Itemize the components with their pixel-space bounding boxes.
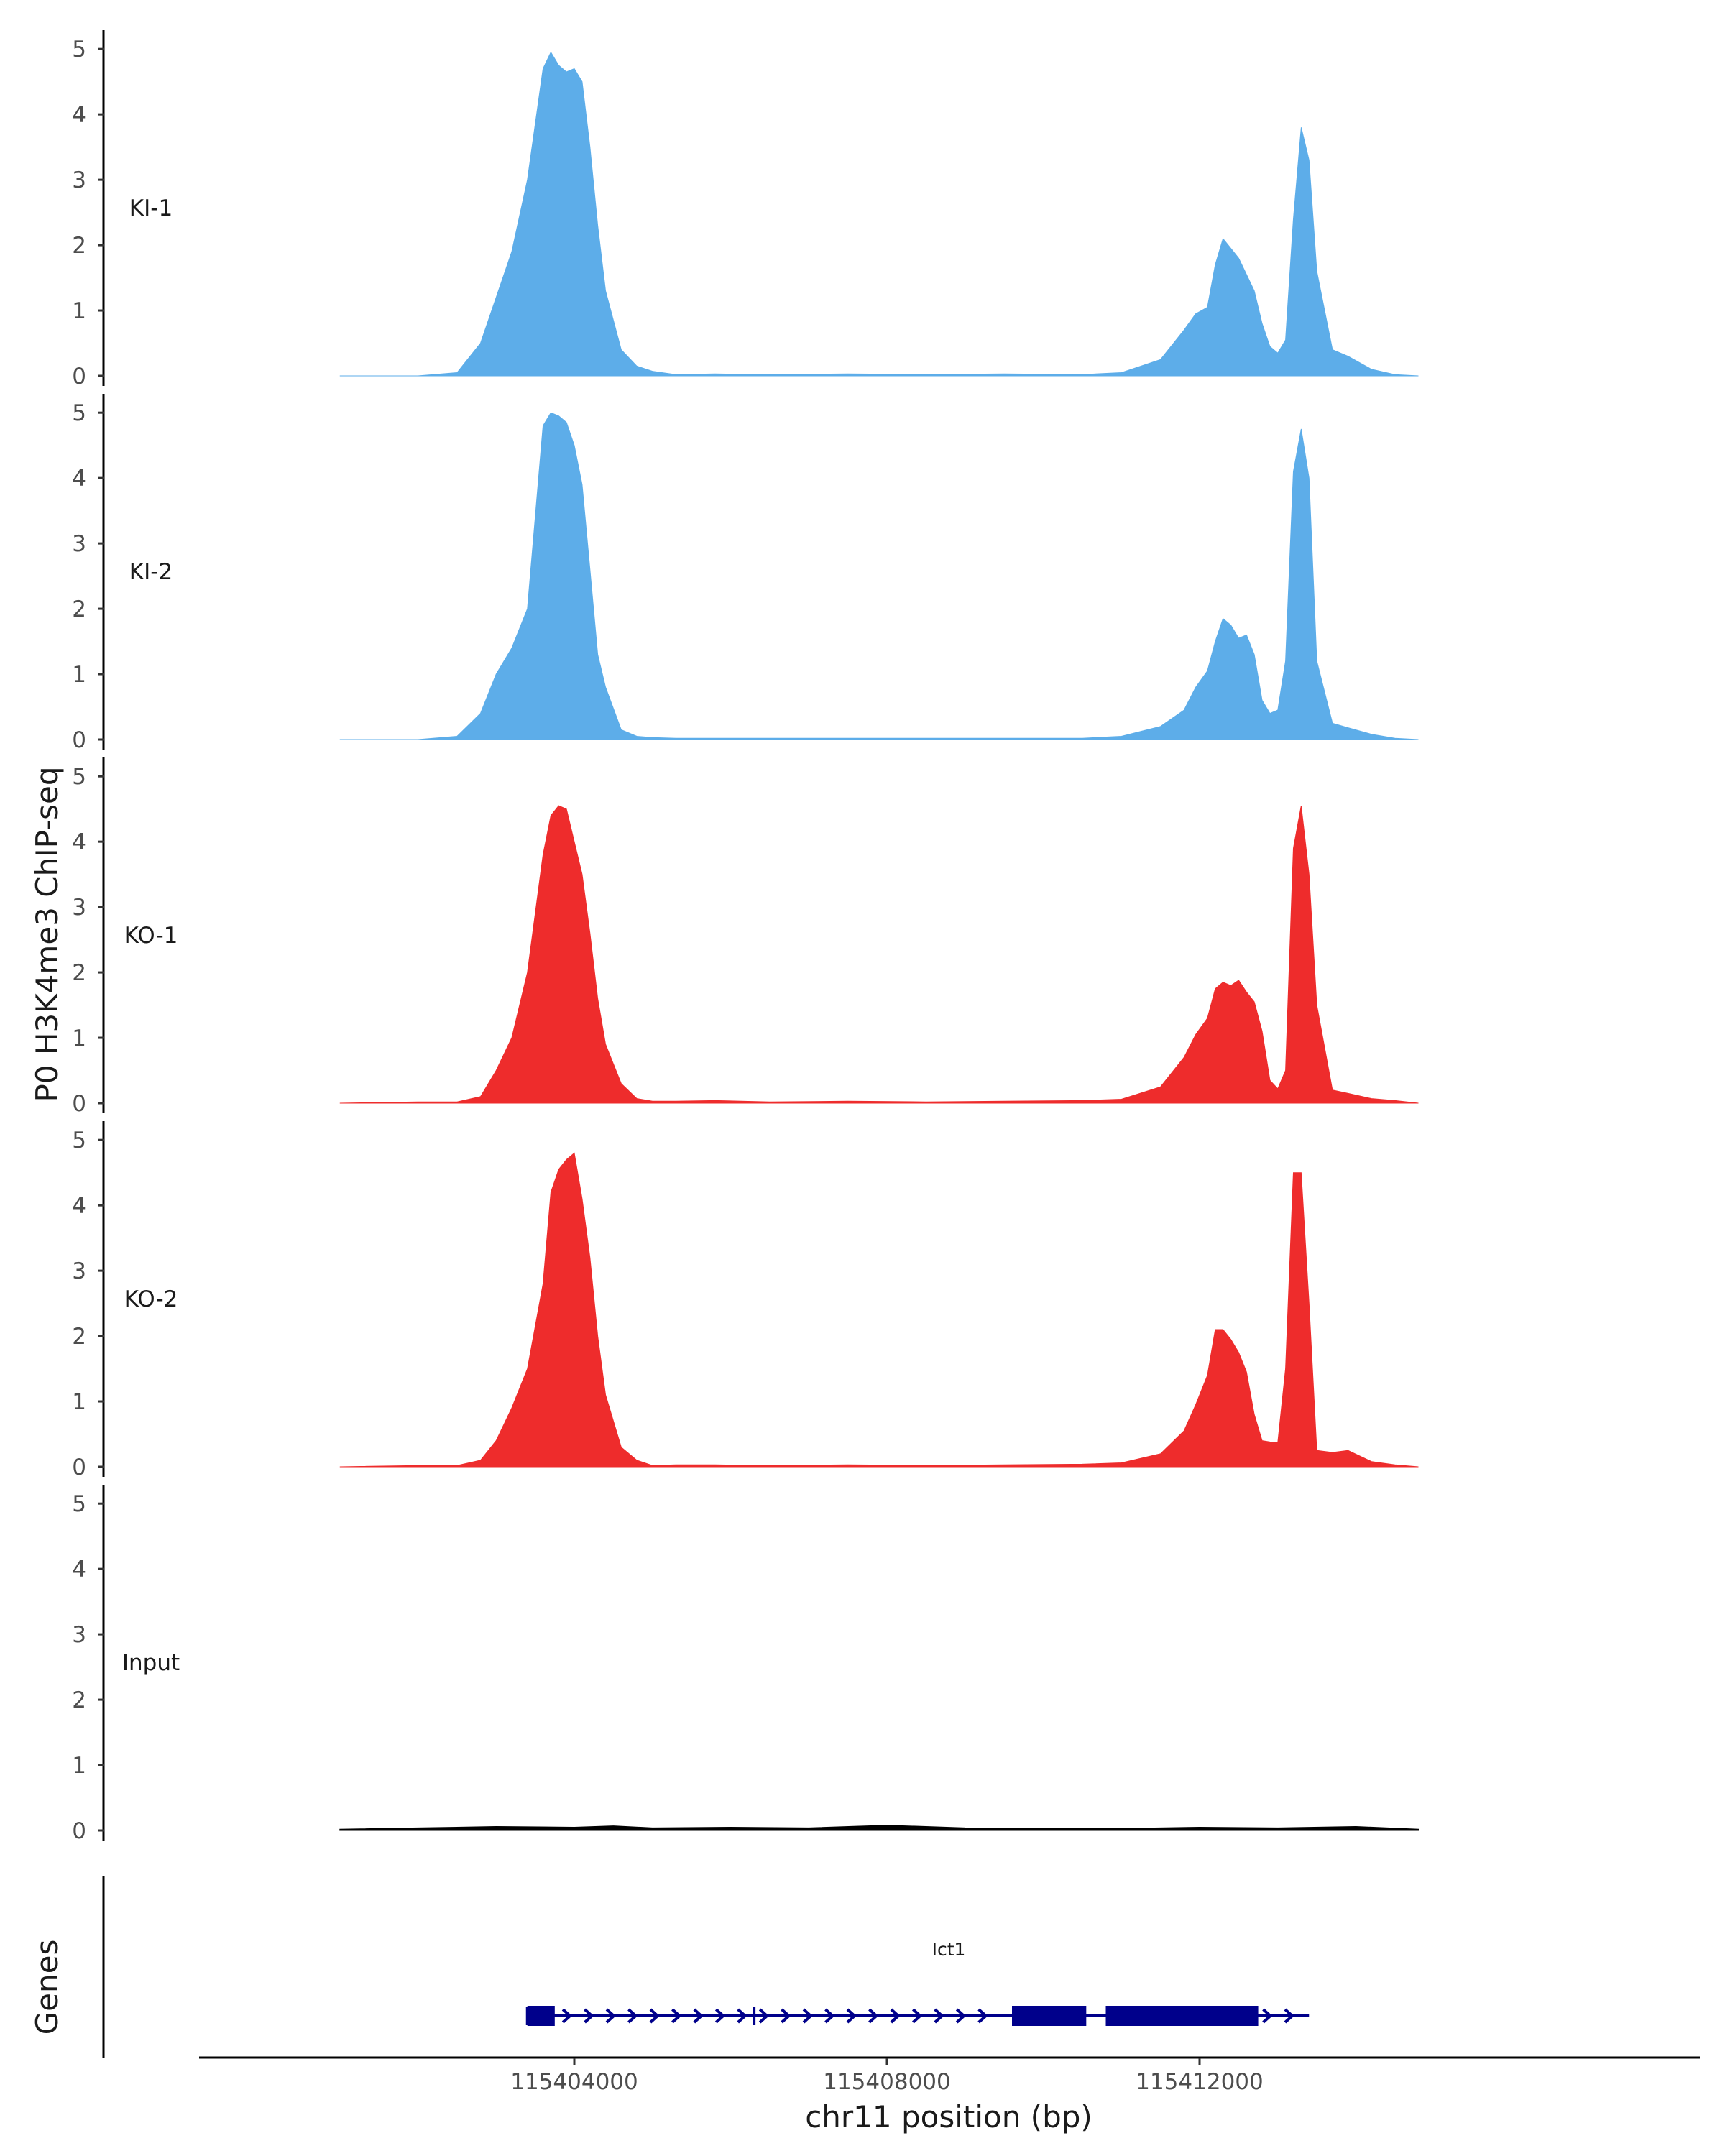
y-tick-label: 0 [72, 364, 86, 390]
strand-arrow [737, 2008, 748, 2024]
y-tick-label: 5 [72, 1491, 86, 1517]
strand-arrow [890, 2008, 901, 2024]
y-tick-label: 3 [72, 167, 86, 193]
track-label: KI-1 [129, 195, 172, 221]
strand-arrow [978, 2008, 988, 2024]
y-tick-label: 4 [72, 466, 86, 492]
strand-arrow [1284, 2008, 1294, 2024]
y-tick-label: 3 [72, 1258, 86, 1284]
coverage-area-input [339, 1825, 1419, 1831]
y-axis-title: P0 H3K4me3 ChIP-seq [29, 766, 65, 1102]
y-tick-label: 5 [72, 1128, 86, 1153]
y-tick-label: 4 [72, 829, 86, 855]
strand-arrow [1262, 2008, 1273, 2024]
track-label: Input [122, 1650, 180, 1676]
x-tick-label: 115404000 [510, 2069, 638, 2095]
strand-arrow [671, 2008, 682, 2024]
y-tick-label: 3 [72, 1622, 86, 1648]
coverage-area-ko-2 [339, 1152, 1419, 1468]
exon-block [1012, 2006, 1087, 2026]
coverage-area-ki-1 [339, 51, 1419, 377]
strand-arrow [693, 2008, 704, 2024]
track-ki-1: 0 1 2 3 4 5 KI-1 [72, 30, 1419, 390]
coverage-area-ki-2 [339, 412, 1419, 740]
strand-arrow [868, 2008, 879, 2024]
track-ko-1: 0 1 2 3 4 5 KO-1 [72, 757, 1419, 1117]
gene-model [525, 2006, 1310, 2026]
strand-arrow [824, 2008, 835, 2024]
y-tick-label: 1 [72, 662, 86, 688]
y-tick-label: 1 [72, 1389, 86, 1415]
strand-arrow [934, 2008, 944, 2024]
y-tick-label: 0 [72, 1818, 86, 1844]
track-label: KO-1 [124, 923, 178, 949]
y-tick-label: 2 [72, 1687, 86, 1713]
y-tick-label: 0 [72, 1091, 86, 1117]
strand-arrow [955, 2008, 967, 2024]
strand-arrow [584, 2008, 594, 2024]
coverage-area-ko-1 [339, 805, 1419, 1104]
gene-name-label: Ict1 [932, 1939, 966, 1960]
track-label: KI-2 [129, 559, 172, 585]
y-tick-label: 1 [72, 1026, 86, 1051]
track-ki-2: 0 1 2 3 4 5 KI-2 [72, 394, 1419, 753]
x-axis: 115404000 115408000 115412000 chr11 positi… [199, 2056, 1700, 2134]
y-tick-label: 2 [72, 1324, 86, 1350]
y-tick-label: 0 [72, 727, 86, 753]
strand-arrow [649, 2008, 660, 2024]
strand-arrow [627, 2008, 638, 2024]
y-tick-label: 3 [72, 531, 86, 557]
x-tick-label: 115412000 [1136, 2069, 1264, 2095]
y-tick-label: 0 [72, 1455, 86, 1480]
strand-arrow [846, 2008, 857, 2024]
y-tick-label: 4 [72, 1557, 86, 1583]
gene-track-title: Genes [29, 1940, 65, 2035]
track-label: KO-2 [124, 1286, 178, 1312]
track-ko-2: 0 1 2 3 4 5 KO-2 [72, 1121, 1419, 1480]
strand-arrow [561, 2008, 573, 2024]
y-tick-label: 5 [72, 764, 86, 790]
strand-arrow [714, 2008, 726, 2024]
strand-arrow [781, 2008, 791, 2024]
strand-arrow [758, 2008, 770, 2024]
x-axis-title: chr11 position (bp) [805, 2099, 1092, 2134]
y-tick-label: 2 [72, 233, 86, 259]
y-tick-label: 5 [72, 400, 86, 426]
y-tick-label: 4 [72, 1193, 86, 1219]
y-tick-label: 2 [72, 596, 86, 622]
exon-block [527, 2006, 555, 2026]
y-tick-label: 5 [72, 37, 86, 63]
strand-arrow [605, 2008, 617, 2024]
y-tick-label: 1 [72, 1753, 86, 1779]
strand-arrow [802, 2008, 814, 2024]
strand-arrow [911, 2008, 923, 2024]
track-input: 0 1 2 3 4 5 Input [72, 1485, 1419, 1844]
y-tick-label: 4 [72, 102, 86, 128]
gene-track: Genes Ict1 [29, 1876, 1310, 2058]
x-tick-label: 115408000 [823, 2069, 951, 2095]
y-tick-label: 2 [72, 960, 86, 986]
x-ticks: 115404000 115408000 115412000 [510, 2058, 1264, 2095]
coverage-tracks: 0 1 2 3 4 5 KI-1 0 1 2 3 4 5 KI-2 0 1 2 3 4 5 KO-1 0 1 2 3 4 5 KO-2… [72, 30, 1419, 1844]
y-tick-label: 1 [72, 298, 86, 324]
y-tick-label: 3 [72, 895, 86, 921]
exon-block [1105, 2006, 1259, 2026]
